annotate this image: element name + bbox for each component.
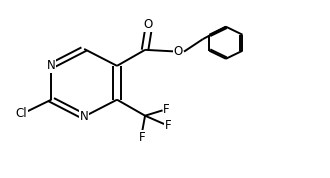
Text: F: F: [165, 119, 172, 132]
Text: O: O: [174, 45, 183, 58]
Text: Cl: Cl: [16, 107, 27, 121]
Text: F: F: [163, 103, 170, 116]
Text: N: N: [47, 59, 56, 72]
Text: F: F: [139, 130, 145, 144]
Text: O: O: [144, 18, 153, 32]
Text: N: N: [80, 110, 88, 123]
